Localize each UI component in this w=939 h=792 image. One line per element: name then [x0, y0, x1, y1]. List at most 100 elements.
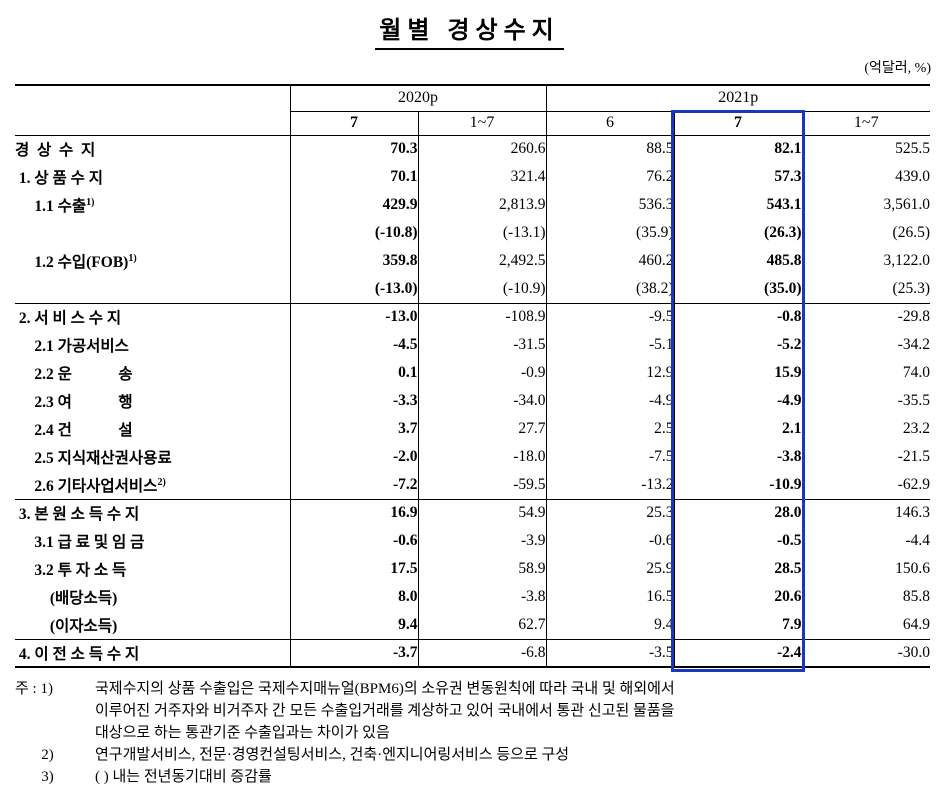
- value-cell: -35.5: [801, 387, 930, 415]
- value-cell: 9.4: [289, 611, 418, 640]
- value-cell: (-10.9): [417, 275, 546, 304]
- value-cell: (-13.1): [417, 219, 546, 247]
- value-cell: 2,813.9: [417, 191, 546, 219]
- row-label: 1.1 수출1): [15, 196, 95, 215]
- value-cell: 150.6: [801, 555, 930, 583]
- page-title: 월별 경상수지: [375, 10, 564, 50]
- footnote-marker: 주 : 1): [15, 681, 53, 697]
- value-cell: -3.8: [417, 583, 546, 611]
- value-cell: -34.2: [801, 331, 930, 359]
- row-label: (배당소득): [15, 590, 118, 607]
- value-cell: -0.6: [545, 527, 674, 555]
- table-body: 경 상 수 지 70.3 260.6 88.5 82.1 525.5 1. 상 품 수 지…: [15, 135, 930, 668]
- table-row: 2. 서 비 스 수 지 -13.0 -108.9 -9.5 -0.8 -29.8: [15, 303, 930, 331]
- table-row: 3.2 투 자 소 득 17.5 58.9 25.9 28.5 150.6: [15, 555, 930, 583]
- value-cell: -62.9: [801, 471, 930, 500]
- value-cell: -30.0: [801, 639, 930, 668]
- value-cell: 54.9: [417, 499, 546, 527]
- value-cell: (-10.8): [289, 219, 418, 247]
- table-row: 1. 상 품 수 지 70.1 321.4 76.2 57.3 439.0: [15, 163, 930, 191]
- value-cell: 9.4: [545, 611, 674, 640]
- row-label: 1. 상 품 수 지: [15, 170, 104, 187]
- value-cell: -3.7: [289, 639, 418, 668]
- value-cell: 2.5: [545, 415, 674, 443]
- value-cell: -18.0: [417, 443, 546, 471]
- col-header-2021p-7: 7: [673, 111, 802, 136]
- table-row: 경 상 수 지 70.3 260.6 88.5 82.1 525.5: [15, 135, 930, 163]
- footnote: 주 : 1) 국제수지의 상품 수출입은 국제수지매뉴얼(BPM6)의 소유권 변…: [15, 678, 931, 744]
- footnote-marker: 2): [15, 747, 54, 763]
- value-cell: (38.2): [545, 275, 674, 304]
- col-header-2020p-7: 7: [289, 111, 418, 136]
- value-cell: -6.8: [417, 639, 546, 668]
- value-cell: 76.2: [545, 163, 674, 191]
- table-row: 4. 이 전 소 득 수 지 -3.7 -6.8 -3.5 -2.4 -30.0: [15, 639, 930, 668]
- value-cell: 64.9: [801, 611, 930, 640]
- value-cell: 28.5: [673, 555, 802, 583]
- table-row: 3.1 급 료 및 임 금 -0.6 -3.9 -0.6 -0.5 -4.4: [15, 527, 930, 555]
- value-cell: 359.8: [289, 247, 418, 275]
- value-cell: -10.9: [673, 471, 802, 500]
- value-cell: 146.3: [801, 499, 930, 527]
- footnote-line: 국제수지의 상품 수출입은 국제수지매뉴얼(BPM6)의 소유권 변동원칙에 따…: [95, 681, 675, 697]
- footnote-line: 대상으로 하는 통관기준 수출입과는 차이가 있음: [95, 725, 390, 741]
- value-cell: -4.4: [801, 527, 930, 555]
- value-cell: 439.0: [801, 163, 930, 191]
- table-row: 2.5 지식재산권사용료 -2.0 -18.0 -7.5 -3.8 -21.5: [15, 443, 930, 471]
- column-header-row: 7 1~7 6 7 1~7: [15, 111, 930, 136]
- row-label: [15, 275, 290, 304]
- row-label: 2.3 여 행: [15, 394, 133, 411]
- footnote-marker: 3): [15, 769, 54, 785]
- value-cell: -13.0: [289, 303, 418, 331]
- value-cell: (25.3): [801, 275, 930, 304]
- corner-cell: [15, 85, 290, 136]
- table-header: 2020p 2021p 7 1~7 6 7 1~7: [15, 85, 930, 136]
- value-cell: 28.0: [673, 499, 802, 527]
- value-cell: (35.0): [673, 275, 802, 304]
- value-cell: 57.3: [673, 163, 802, 191]
- value-cell: 70.1: [289, 163, 418, 191]
- table-row: (-10.8) (-13.1) (35.9) (26.3) (26.5): [15, 219, 930, 247]
- row-label: 경 상 수 지: [15, 142, 96, 160]
- value-cell: -4.5: [289, 331, 418, 359]
- value-cell: -0.5: [673, 527, 802, 555]
- value-cell: -3.3: [289, 387, 418, 415]
- value-cell: 3,122.0: [801, 247, 930, 275]
- table-row: 2.4 건 설 3.7 27.7 2.5 2.1 23.2: [15, 415, 930, 443]
- value-cell: 58.9: [417, 555, 546, 583]
- table-row: 1.1 수출1) 429.9 2,813.9 536.3 543.1 3,561.0: [15, 191, 930, 219]
- row-label: 3.2 투 자 소 득: [15, 562, 127, 579]
- table-row: 2.2 운 송 0.1 -0.9 12.9 15.9 74.0: [15, 359, 930, 387]
- table-row: (-13.0) (-10.9) (38.2) (35.0) (25.3): [15, 275, 930, 304]
- value-cell: (-13.0): [289, 275, 418, 304]
- value-cell: 321.4: [417, 163, 546, 191]
- value-cell: 62.7: [417, 611, 546, 640]
- balance-of-payments-table: 2020p 2021p 7 1~7 6 7 1~7 경 상 수 지 70.3 260…: [15, 84, 930, 668]
- value-cell: -5.2: [673, 331, 802, 359]
- footnote-text: 국제수지의 상품 수출입은 국제수지매뉴얼(BPM6)의 소유권 변동원칙에 따…: [95, 678, 931, 744]
- value-cell: 85.8: [801, 583, 930, 611]
- value-cell: 8.0: [289, 583, 418, 611]
- value-cell: (26.5): [801, 219, 930, 247]
- value-cell: -21.5: [801, 443, 930, 471]
- value-cell: -29.8: [801, 303, 930, 331]
- value-cell: -2.0: [289, 443, 418, 471]
- value-cell: -3.5: [545, 639, 674, 668]
- value-cell: -2.4: [673, 639, 802, 668]
- row-label: 3. 본 원 소 득 수 지: [15, 506, 140, 524]
- value-cell: -3.9: [417, 527, 546, 555]
- value-cell: 3,561.0: [801, 191, 930, 219]
- value-cell: 429.9: [289, 191, 418, 219]
- footnote: 2) 연구개발서비스, 전문·경영컨설팅서비스, 건축·엔지니어링서비스 등으로 …: [15, 744, 931, 766]
- row-label: 3.1 급 료 및 임 금: [15, 534, 145, 551]
- value-cell: 23.2: [801, 415, 930, 443]
- footnote-line: ( ) 내는 전년동기대비 증감률: [95, 769, 272, 785]
- value-cell: 16.9: [289, 499, 418, 527]
- value-cell: -59.5: [417, 471, 546, 500]
- value-cell: -0.9: [417, 359, 546, 387]
- footnote-line: 연구개발서비스, 전문·경영컨설팅서비스, 건축·엔지니어링서비스 등으로 구성: [95, 747, 570, 763]
- value-cell: -7.5: [545, 443, 674, 471]
- table-row: (배당소득) 8.0 -3.8 16.5 20.6 85.8: [15, 583, 930, 611]
- row-label: 2.4 건 설: [15, 422, 133, 439]
